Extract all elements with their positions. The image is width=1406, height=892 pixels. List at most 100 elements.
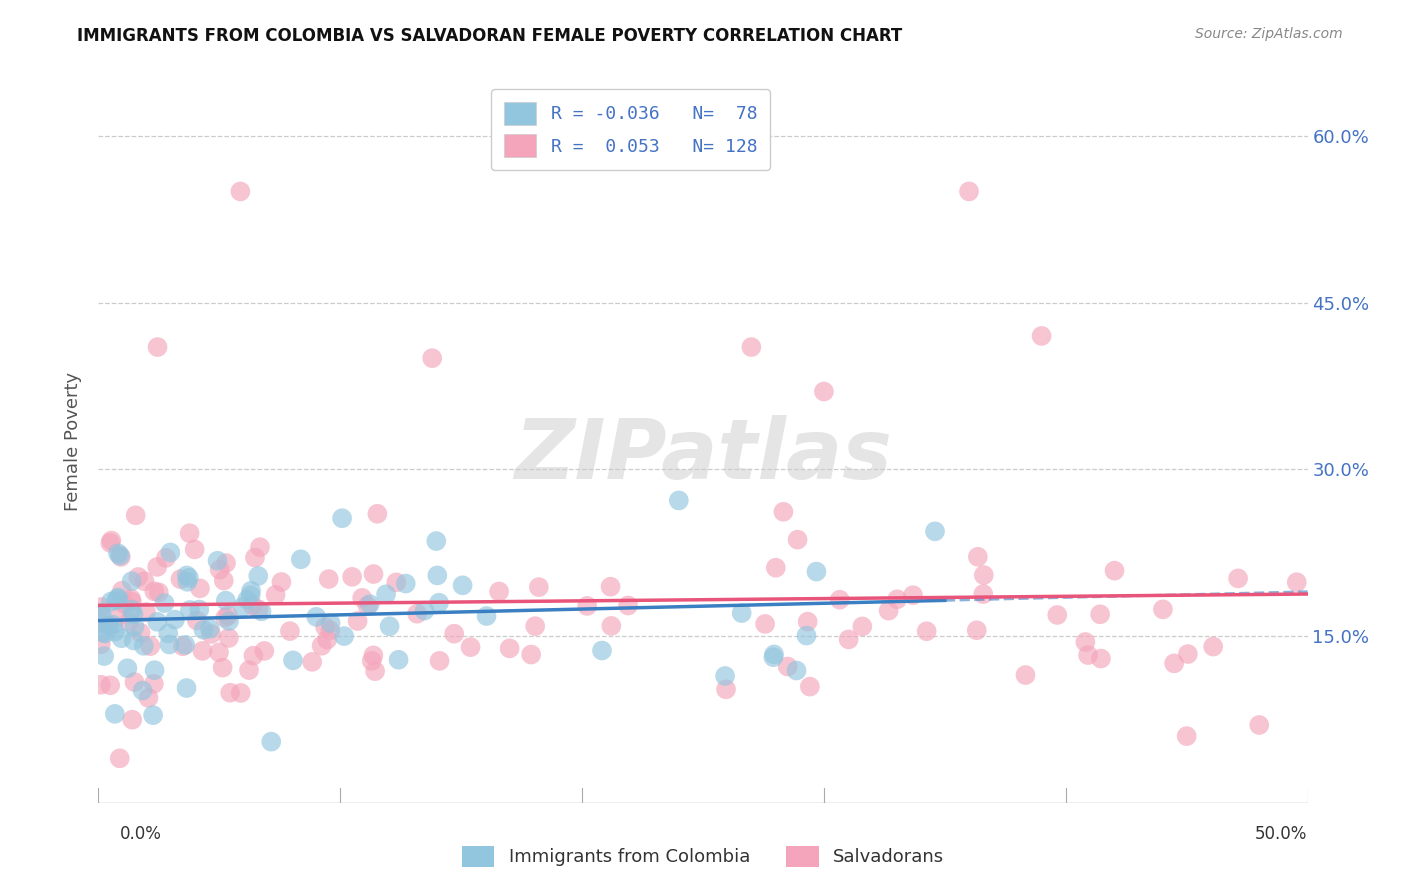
Point — [242, 648, 264, 663]
Point — [143, 584, 166, 599]
Legend: Immigrants from Colombia, Salvadorans: Immigrants from Colombia, Salvadorans — [454, 838, 952, 874]
Point — [264, 588, 287, 602]
Point — [281, 653, 304, 667]
Point — [186, 614, 208, 628]
Point — [232, 599, 254, 614]
Point — [214, 611, 236, 625]
Point — [122, 607, 145, 622]
Point — [247, 602, 270, 616]
Point — [714, 682, 737, 697]
Point — [238, 663, 260, 677]
Point — [765, 560, 787, 574]
Point — [972, 587, 994, 601]
Point — [121, 595, 143, 609]
Point — [311, 639, 333, 653]
Point — [1046, 607, 1069, 622]
Point — [90, 637, 112, 651]
Point — [117, 661, 139, 675]
Point — [163, 613, 186, 627]
Point — [155, 550, 177, 565]
Point — [120, 591, 142, 606]
Point — [105, 593, 128, 607]
Point — [488, 584, 510, 599]
Point — [253, 644, 276, 658]
Point — [475, 609, 498, 624]
Point — [111, 583, 134, 598]
Point — [290, 552, 312, 566]
Point — [188, 582, 211, 596]
Point — [366, 507, 388, 521]
Point — [153, 596, 176, 610]
Point — [107, 591, 129, 605]
Text: 50.0%: 50.0% — [1256, 825, 1308, 843]
Point — [1031, 329, 1053, 343]
Point — [142, 677, 165, 691]
Text: 0.0%: 0.0% — [120, 825, 162, 843]
Point — [1202, 640, 1225, 654]
Point — [198, 622, 221, 636]
Point — [131, 683, 153, 698]
Point — [191, 644, 214, 658]
Point — [142, 708, 165, 723]
Point — [118, 615, 141, 629]
Point — [731, 606, 754, 620]
Point — [901, 588, 924, 602]
Point — [877, 604, 900, 618]
Point — [188, 602, 211, 616]
Point — [429, 654, 451, 668]
Point — [305, 610, 328, 624]
Point — [100, 533, 122, 548]
Point — [159, 638, 181, 652]
Point — [425, 534, 447, 549]
Point — [498, 641, 520, 656]
Point — [91, 625, 114, 640]
Point — [93, 649, 115, 664]
Point — [352, 591, 374, 605]
Point — [420, 351, 443, 366]
Point — [1227, 571, 1250, 585]
Point — [796, 629, 818, 643]
Point — [1177, 647, 1199, 661]
Point — [250, 604, 273, 618]
Point — [714, 669, 737, 683]
Point — [270, 574, 292, 589]
Point — [127, 570, 149, 584]
Point — [122, 633, 145, 648]
Point — [97, 619, 120, 633]
Y-axis label: Female Poverty: Female Poverty — [65, 372, 83, 511]
Point — [90, 599, 112, 614]
Point — [110, 549, 132, 564]
Point — [243, 550, 266, 565]
Point — [1014, 668, 1036, 682]
Point — [443, 626, 465, 640]
Point — [211, 660, 233, 674]
Point — [520, 648, 543, 662]
Point — [114, 597, 136, 611]
Point — [772, 505, 794, 519]
Point — [98, 678, 121, 692]
Point — [786, 533, 808, 547]
Point — [427, 596, 450, 610]
Point — [176, 574, 198, 589]
Point — [215, 593, 238, 607]
Point — [395, 576, 418, 591]
Point — [426, 568, 449, 582]
Text: Source: ZipAtlas.com: Source: ZipAtlas.com — [1195, 27, 1343, 41]
Point — [90, 608, 112, 623]
Point — [617, 599, 640, 613]
Point — [108, 549, 131, 563]
Point — [813, 384, 835, 399]
Point — [98, 618, 121, 632]
Point — [599, 580, 621, 594]
Point — [740, 340, 762, 354]
Point — [966, 549, 988, 564]
Point — [208, 645, 231, 659]
Point — [333, 629, 356, 643]
Point — [132, 639, 155, 653]
Point — [406, 607, 429, 621]
Point — [359, 597, 381, 611]
Point — [121, 574, 143, 589]
Point — [242, 599, 264, 613]
Point — [301, 655, 323, 669]
Point — [460, 640, 482, 654]
